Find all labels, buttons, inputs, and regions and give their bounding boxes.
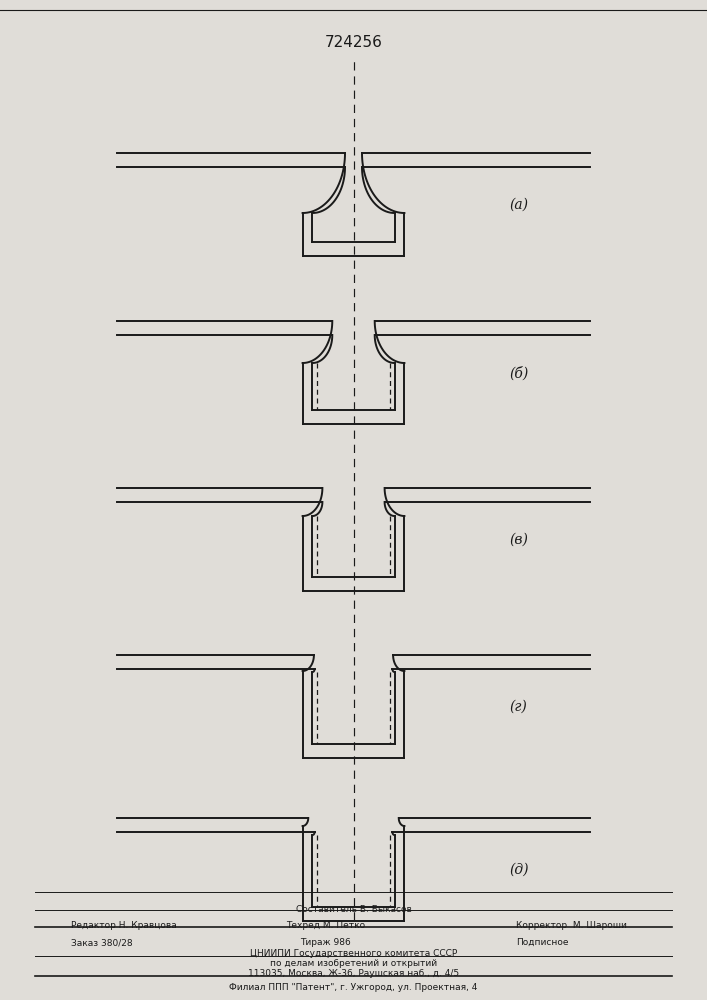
Text: Филиал ППП "Патент", г. Ужгород, ул. Проектная, 4: Филиал ППП "Патент", г. Ужгород, ул. Про… <box>229 983 478 992</box>
Text: ЦНИИПИ Государственного комитета СССР: ЦНИИПИ Государственного комитета СССР <box>250 949 457 958</box>
Text: Заказ 380/28: Заказ 380/28 <box>71 938 132 947</box>
Text: Тираж 986: Тираж 986 <box>300 938 351 947</box>
Text: 724256: 724256 <box>325 35 382 50</box>
Text: Подписное: Подписное <box>516 938 568 947</box>
Text: (д): (д) <box>509 863 529 877</box>
Text: Корректор  М. Шароши: Корректор М. Шароши <box>516 921 627 930</box>
Text: по делам изобретений и открытий: по делам изобретений и открытий <box>270 959 437 968</box>
Text: 113035, Москва, Ж-36, Раушская наб., д. 4/5: 113035, Москва, Ж-36, Раушская наб., д. … <box>248 969 459 978</box>
Text: (г): (г) <box>509 700 527 714</box>
Text: (в): (в) <box>509 533 528 547</box>
Text: (б): (б) <box>509 366 528 380</box>
Text: Техред М. Петко: Техред М. Петко <box>286 921 365 930</box>
Text: (а): (а) <box>509 198 528 212</box>
Text: Редактор Н. Кравцова: Редактор Н. Кравцова <box>71 921 177 930</box>
Text: Составитель В. Быкасов: Составитель В. Быкасов <box>296 905 411 914</box>
